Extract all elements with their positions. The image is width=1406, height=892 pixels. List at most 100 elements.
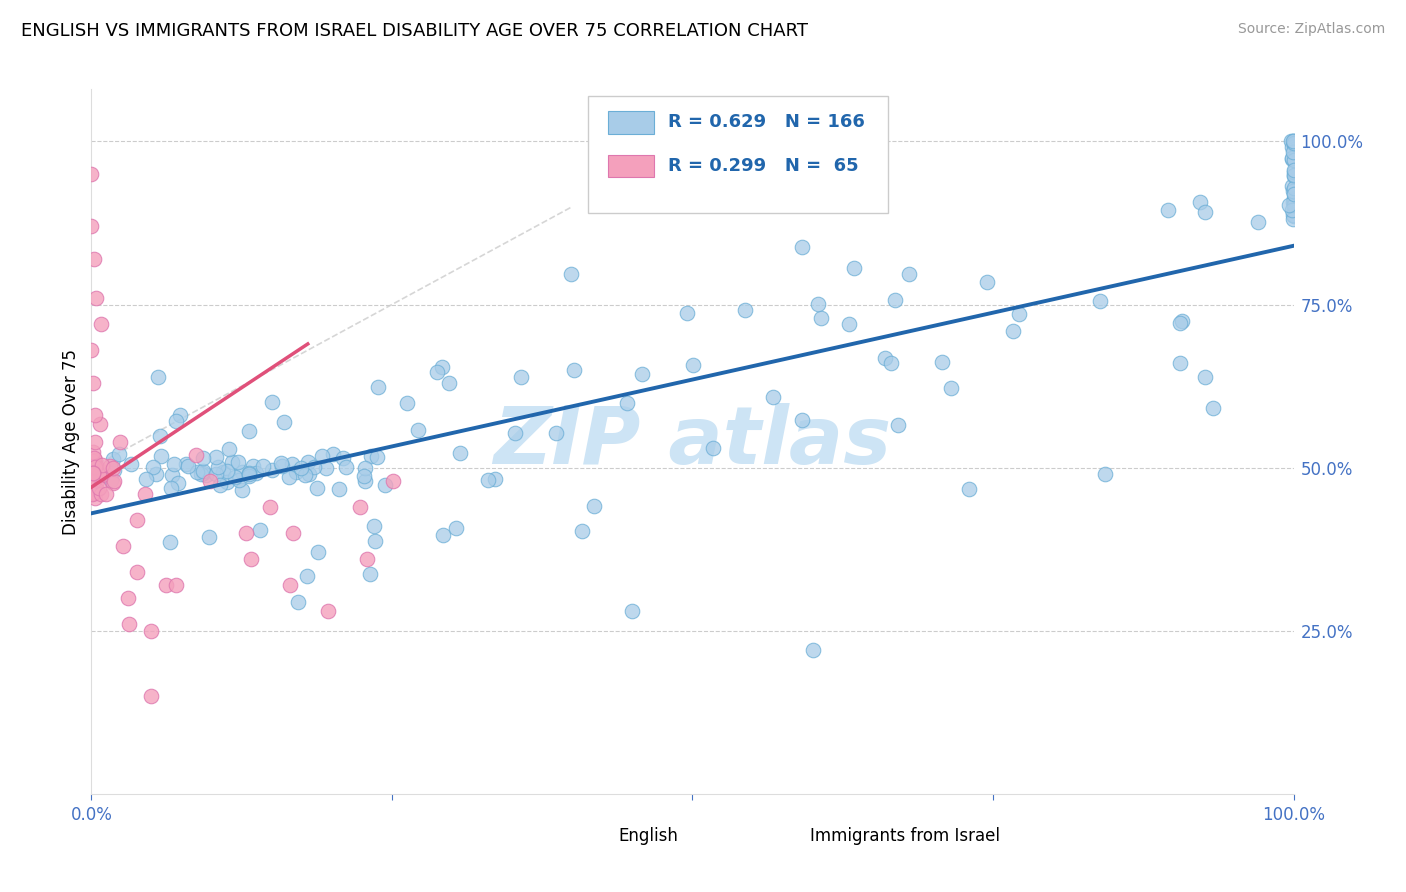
Point	[238, 469, 260, 483]
Point	[127, 565, 149, 579]
Point	[94, 487, 117, 501]
Point	[191, 465, 214, 479]
Point	[1282, 142, 1305, 156]
Point	[117, 591, 139, 606]
Point	[560, 268, 582, 282]
Point	[260, 463, 283, 477]
Point	[302, 460, 325, 475]
Point	[84, 491, 107, 505]
Point	[167, 475, 190, 490]
Point	[249, 523, 271, 537]
Point	[1008, 307, 1031, 321]
Point	[217, 464, 239, 478]
Text: English: English	[617, 827, 678, 845]
Point	[1282, 181, 1305, 195]
Point	[149, 428, 172, 442]
Point	[1168, 356, 1191, 370]
Point	[82, 454, 104, 468]
Point	[83, 453, 105, 467]
Point	[284, 465, 307, 479]
Point	[80, 167, 103, 181]
Point	[169, 409, 191, 423]
Point	[844, 261, 866, 276]
Point	[82, 478, 104, 492]
Point	[1282, 186, 1305, 201]
Point	[1282, 203, 1305, 218]
Point	[83, 460, 105, 475]
Point	[359, 566, 381, 581]
Point	[1282, 165, 1305, 179]
Point	[1001, 324, 1024, 338]
Point	[1282, 137, 1305, 152]
Point	[103, 460, 125, 475]
Point	[1282, 136, 1305, 150]
Point	[82, 445, 104, 459]
Point	[238, 425, 260, 439]
Point	[1171, 314, 1194, 328]
Point	[86, 483, 108, 497]
Point	[356, 552, 378, 566]
Point	[1281, 145, 1303, 159]
Point	[316, 604, 339, 618]
Point	[141, 689, 163, 703]
Point	[395, 396, 418, 410]
Point	[1202, 401, 1225, 416]
Point	[1282, 162, 1305, 177]
Point	[381, 474, 404, 488]
Point	[1282, 194, 1305, 209]
Point	[1281, 152, 1303, 166]
FancyBboxPatch shape	[588, 96, 889, 212]
Point	[238, 467, 260, 481]
Point	[89, 468, 111, 483]
Point	[135, 472, 157, 486]
Point	[305, 481, 328, 495]
Text: R = 0.299   N =  65: R = 0.299 N = 65	[668, 157, 859, 175]
Point	[432, 527, 454, 541]
Point	[103, 475, 125, 489]
Point	[477, 473, 499, 487]
Point	[734, 303, 756, 318]
Point	[83, 479, 105, 493]
Point	[1282, 169, 1305, 183]
FancyBboxPatch shape	[609, 111, 654, 134]
Point	[562, 363, 585, 377]
Point	[702, 442, 724, 456]
Point	[83, 474, 105, 488]
Point	[194, 467, 217, 482]
Point	[1282, 197, 1305, 211]
Text: R = 0.629   N = 166: R = 0.629 N = 166	[668, 113, 865, 131]
Point	[939, 381, 962, 395]
Point	[1282, 135, 1305, 149]
Point	[198, 530, 221, 544]
Point	[509, 369, 531, 384]
Point	[163, 457, 186, 471]
Point	[165, 578, 187, 592]
Point	[1194, 369, 1216, 384]
Point	[1194, 205, 1216, 219]
Point	[426, 365, 449, 379]
Point	[408, 423, 430, 437]
Point	[1281, 151, 1303, 165]
Point	[898, 267, 921, 281]
Point	[957, 482, 980, 496]
Point	[84, 409, 107, 423]
Point	[174, 458, 197, 472]
Point	[1282, 194, 1305, 208]
Point	[184, 448, 207, 462]
Point	[307, 545, 329, 559]
Point	[503, 425, 526, 440]
Point	[146, 370, 169, 384]
Point	[273, 415, 295, 429]
Point	[86, 460, 108, 475]
Point	[101, 452, 124, 467]
Point	[260, 394, 283, 409]
Point	[873, 351, 896, 365]
Point	[880, 356, 903, 370]
Point	[205, 450, 228, 464]
Point	[155, 578, 177, 592]
Point	[364, 534, 387, 549]
Point	[887, 417, 910, 432]
Point	[207, 460, 229, 475]
Point	[1282, 208, 1305, 222]
Text: Immigrants from Israel: Immigrants from Israel	[810, 827, 1000, 845]
